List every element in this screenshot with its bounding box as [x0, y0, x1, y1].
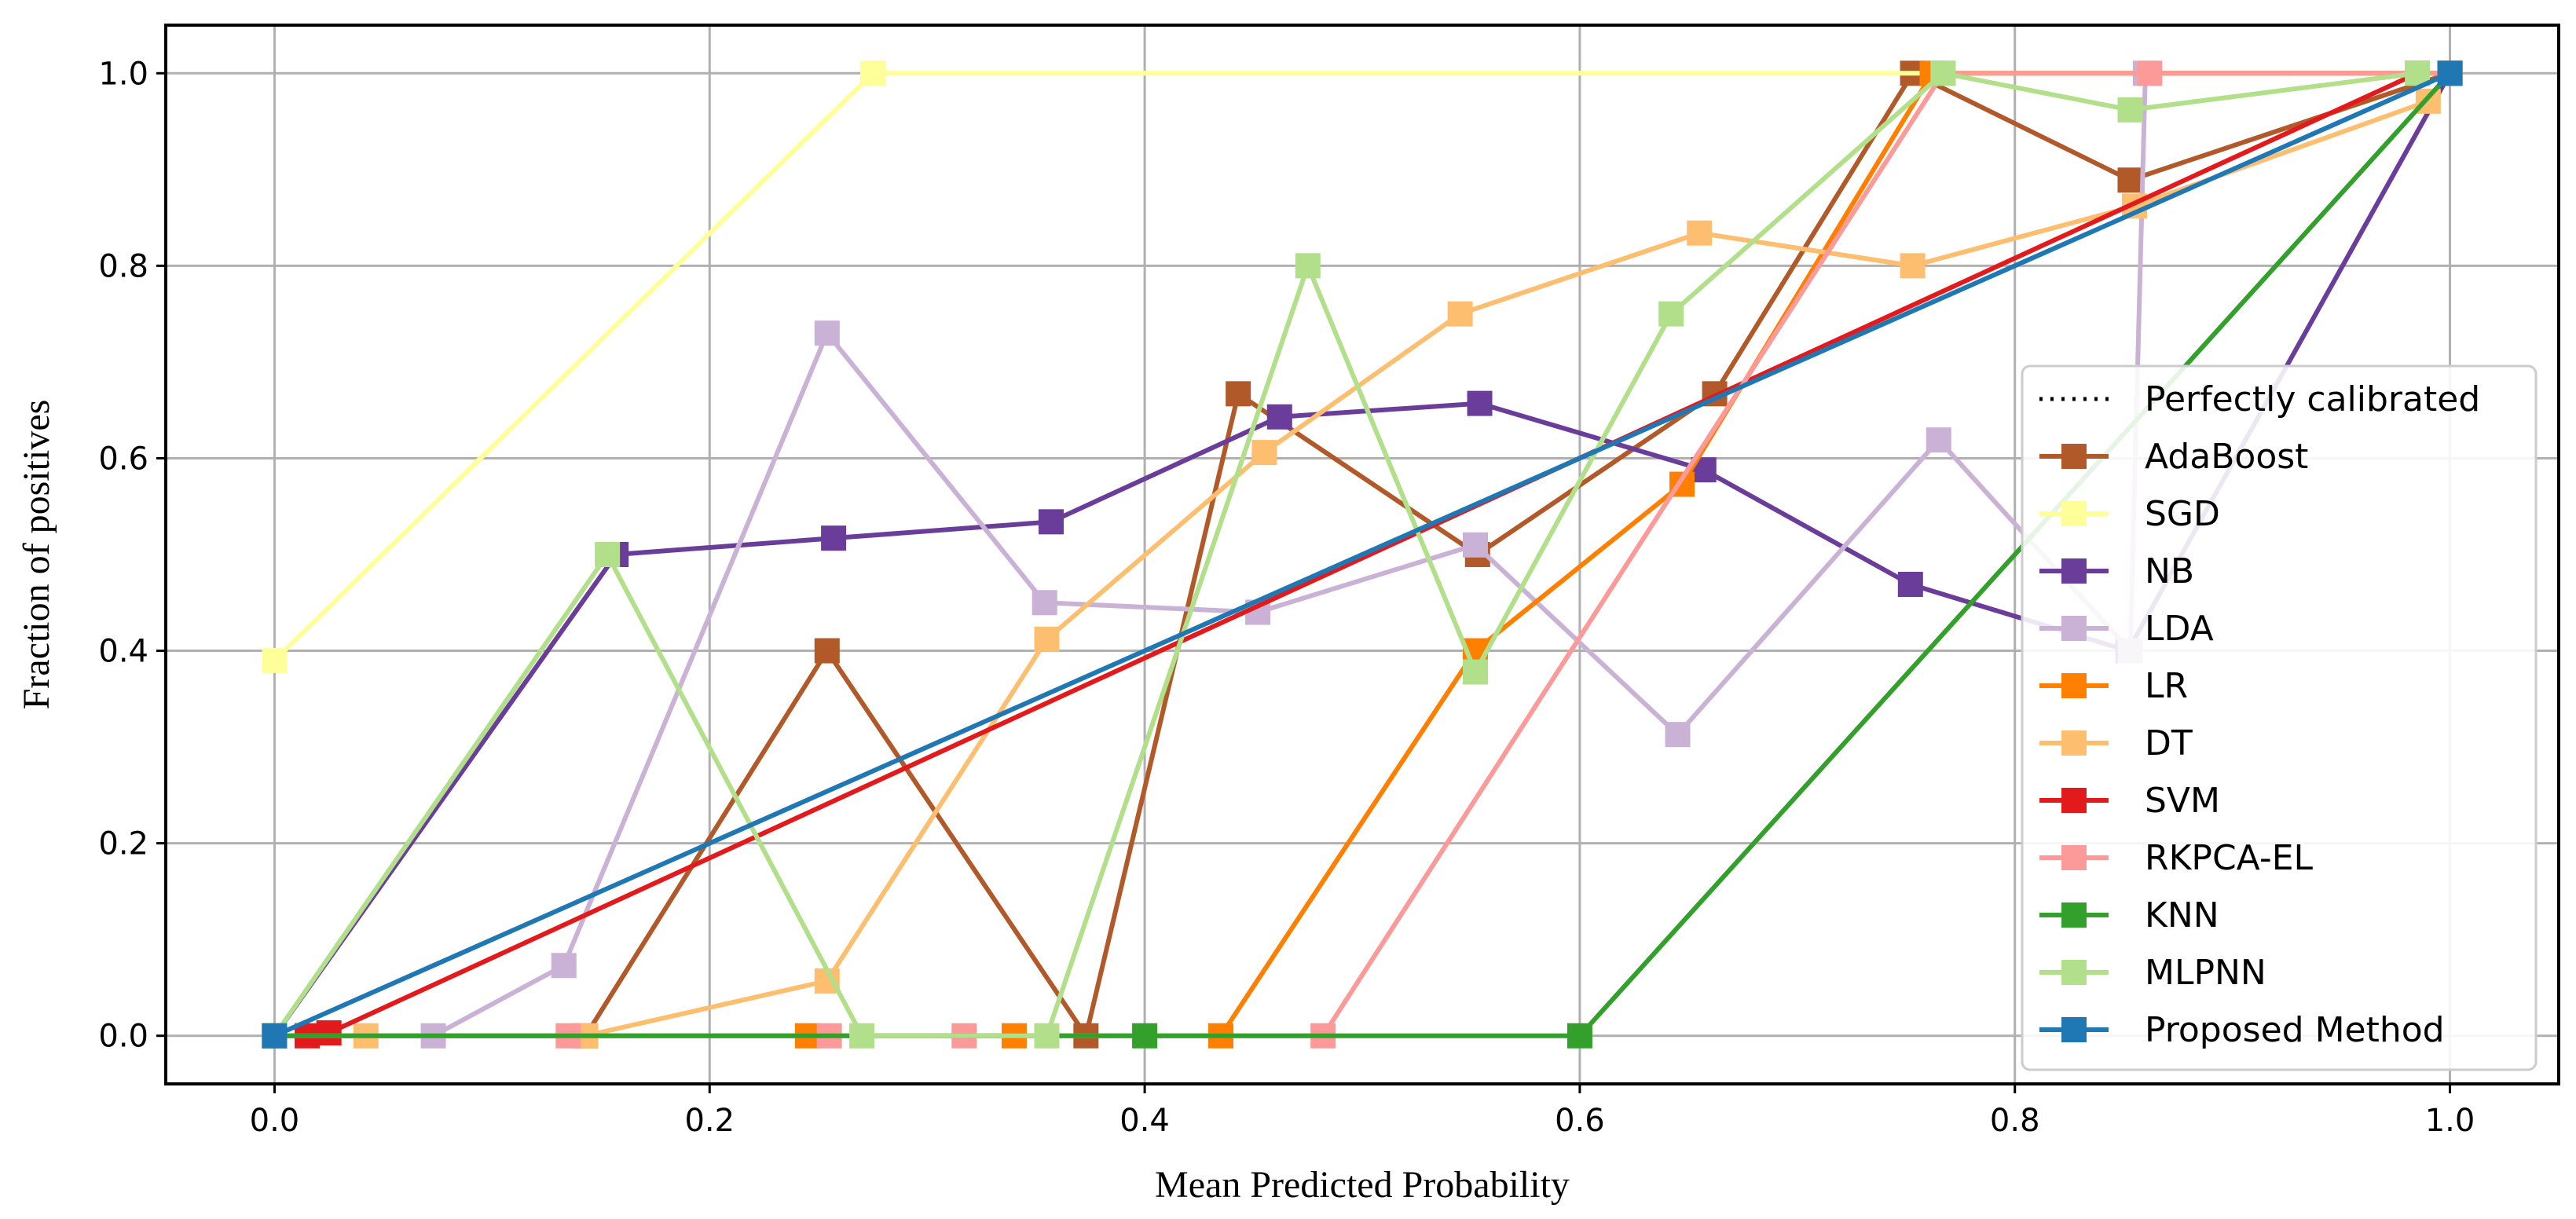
mlpnn-line — [272, 71, 2418, 1038]
svm-point — [316, 1020, 342, 1046]
proposed-method-point — [2437, 60, 2463, 86]
mlpnn-point — [1930, 60, 1956, 86]
mlpnn-point — [1295, 253, 1321, 279]
legend-label: KNN — [2145, 895, 2219, 935]
legend-label: LDA — [2145, 609, 2214, 649]
sgd-point — [859, 60, 885, 86]
legend-entry-lda: LDA — [2039, 609, 2214, 649]
legend-marker — [2061, 501, 2087, 526]
legend-label: NB — [2145, 551, 2194, 591]
lda-point — [1926, 427, 1951, 453]
sgd-point — [262, 647, 288, 673]
nb-line — [273, 71, 2453, 1038]
dt-point — [1900, 253, 1926, 279]
legend-entry-lr: LR — [2039, 666, 2188, 706]
y-tick-label: 0.0 — [98, 1019, 148, 1055]
legend-marker — [2061, 1017, 2087, 1042]
x-tick-label: 0.0 — [250, 1103, 300, 1139]
mlpnn-point — [1658, 301, 1684, 327]
rkpca-el-point — [2137, 60, 2163, 86]
legend-entry-perfectly-calibrated: Perfectly calibrated — [2039, 379, 2480, 419]
y-tick-label: 0.4 — [98, 634, 148, 670]
nb-point — [1897, 571, 1923, 597]
adaboost-point — [814, 638, 840, 664]
adaboost-point — [1226, 381, 1251, 407]
lda-point — [1031, 590, 1057, 616]
knn-point — [1566, 1023, 1592, 1049]
series-mlpnn — [262, 60, 2431, 1049]
legend-marker — [2061, 616, 2087, 641]
legend-entry-mlpnn: MLPNN — [2039, 953, 2266, 993]
legend-marker — [2061, 673, 2087, 698]
legend-marker — [2061, 960, 2087, 985]
mlpnn-point — [849, 1023, 875, 1049]
x-tick-label: 0.4 — [1119, 1103, 1170, 1139]
legend-entry-knn: KNN — [2039, 895, 2219, 935]
legend-label: MLPNN — [2145, 953, 2266, 993]
plot-frame — [164, 24, 2560, 1085]
series-layer — [262, 60, 2463, 1049]
proposed-method-line — [273, 71, 2451, 1038]
legend-label: Perfectly calibrated — [2145, 379, 2480, 419]
legend-entry-proposed-method: Proposed Method — [2039, 1010, 2445, 1050]
mlpnn-point — [595, 542, 621, 567]
y-tick-label: 1.0 — [98, 56, 148, 92]
dt-point — [1251, 440, 1277, 466]
legend-marker — [2061, 730, 2087, 756]
adaboost-point — [2117, 167, 2143, 193]
legend-label: SGD — [2145, 494, 2220, 534]
lda-point — [551, 953, 577, 979]
legend: Perfectly calibrated AdaBoost SGD NB LDA LR DT… — [2021, 364, 2538, 1071]
y-tick-label: 0.2 — [98, 826, 148, 862]
x-tick-label: 1.0 — [2425, 1103, 2475, 1139]
lda-point — [1462, 532, 1488, 558]
legend-marker — [2061, 902, 2087, 928]
legend-label: LR — [2145, 666, 2188, 706]
knn-line — [274, 71, 2452, 1038]
lda-point — [814, 320, 840, 346]
legend-box — [2021, 364, 2538, 1071]
series-proposed-method — [262, 60, 2463, 1049]
y-tick-label: 0.8 — [98, 248, 148, 284]
legend-entry-nb: NB — [2039, 551, 2194, 591]
dt-point — [1447, 301, 1473, 327]
legend-marker — [2061, 558, 2087, 584]
legend-entry-adaboost: AdaBoost — [2039, 437, 2308, 477]
tick-layer: 0.0 0.2 0.4 0.6 0.8 1.0 0.0 0.2 0.4 0.6 0.8 1.0 — [98, 56, 2475, 1139]
legend-marker — [2061, 788, 2087, 813]
knn-point — [1132, 1023, 1158, 1049]
nb-point — [821, 525, 847, 551]
legend-entry-sgd: SGD — [2039, 494, 2220, 534]
legend-label: AdaBoost — [2145, 437, 2308, 477]
mlpnn-point — [1462, 659, 1488, 685]
legend-marker — [2061, 845, 2087, 870]
y-tick-label: 0.6 — [98, 441, 148, 477]
mlpnn-point — [1034, 1023, 1060, 1049]
nb-point — [1266, 404, 1292, 430]
mlpnn-point — [2117, 97, 2143, 123]
legend-label: RKPCA-EL — [2145, 838, 2313, 878]
x-tick-label: 0.2 — [684, 1103, 735, 1139]
x-axis-label: Mean Predicted Probability — [1155, 1164, 1570, 1206]
legend-label: SVM — [2145, 781, 2220, 821]
nb-point — [1467, 390, 1493, 416]
legend-label: Proposed Method — [2145, 1010, 2445, 1050]
proposed-method-point — [262, 1023, 288, 1049]
y-axis-label: Fraction of positives — [16, 400, 57, 710]
nb-point — [1039, 509, 1064, 535]
lda-point — [1665, 722, 1691, 748]
legend-label: DT — [2145, 723, 2193, 763]
legend-entry-rkpca-el: RKPCA-EL — [2039, 838, 2313, 878]
legend-entry-svm: SVM — [2039, 781, 2220, 821]
dt-point — [1034, 626, 1060, 652]
legend-entry-dt: DT — [2039, 723, 2193, 763]
dt-point — [1687, 220, 1713, 246]
x-tick-label: 0.6 — [1555, 1103, 1605, 1139]
legend-marker — [2061, 444, 2087, 469]
x-tick-label: 0.8 — [1990, 1103, 2040, 1139]
